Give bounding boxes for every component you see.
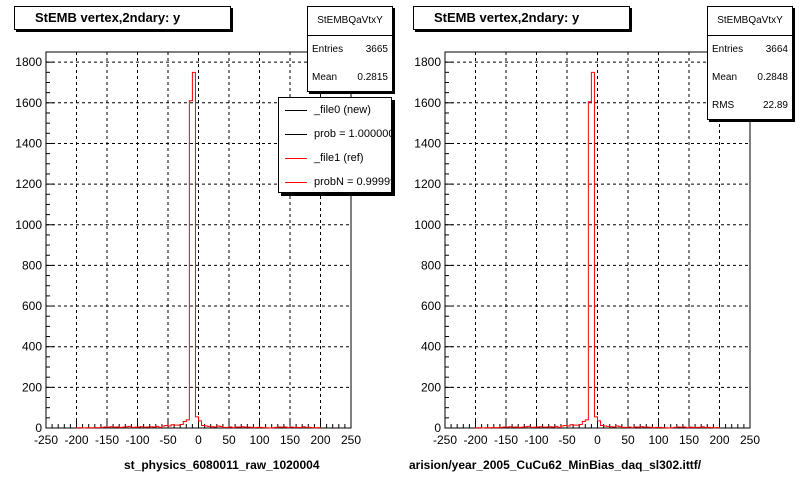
right-stats-entries: Entries 3664 [708,36,792,64]
stats-value: 22.89 [762,100,788,111]
x-tick-label: -100 [524,433,548,447]
right-x-axis-title: arision/year_2005_CuCu62_MinBias_daq_sl3… [409,458,702,472]
x-tick-label: -250 [34,433,58,447]
left-histogram: -250 -200 -150 -100 -50 0 50 100 150 200 250 0 200 40… [15,51,361,447]
stats-label: RMS [712,100,735,111]
legend-entry: prob = 1.000000 [279,122,391,146]
x-tick-label: -250 [433,433,457,447]
x-tick-label: 100 [249,433,269,447]
y-tick-label: 1400 [15,136,42,150]
left-stats-box: StEMBQaVtxY Entries 3665 Mean 0.2815 [307,6,393,92]
y-tick-label: 200 [421,380,441,394]
y-tick-label: 1200 [15,177,42,191]
x-tick-label: 100 [648,433,668,447]
x-tick-label: 150 [679,433,699,447]
legend-label: prob = 1.000000 [314,128,392,140]
stats-value: 3665 [365,44,388,55]
legend-label: _file1 (ref) [314,152,364,164]
y-tick-label: 1600 [414,96,441,110]
legend-line-ref [285,158,307,159]
y-tick-label: 800 [22,258,42,272]
x-tick-label: 200 [709,433,729,447]
right-title: StEMB vertex,2ndary: y [413,6,630,30]
legend-line-probn [285,182,307,183]
x-tick-label: -150 [494,433,518,447]
legend-entry: probN = 0.999995 [279,170,391,192]
x-tick-label: -150 [95,433,119,447]
x-tick-label: 50 [621,433,635,447]
x-tick-label: 200 [310,433,330,447]
x-tick-label: -200 [64,433,88,447]
y-tick-label: 1000 [15,218,42,232]
x-tick-label: -200 [463,433,487,447]
y-tick-label: 600 [421,299,441,313]
left-title: StEMB vertex,2ndary: y [14,6,231,30]
x-tick-label: -50 [558,433,576,447]
histogram-series-line [475,71,720,429]
legend-entry: _file0 (new) [279,98,391,122]
y-tick-label: 0 [35,421,42,435]
x-tick-label: -50 [159,433,177,447]
x-tick-label: 250 [740,433,760,447]
x-tick-label: 0 [594,433,601,447]
y-tick-label: 1800 [414,55,441,69]
y-tick-label: 200 [22,380,42,394]
x-tick-label: 0 [195,433,202,447]
y-tick-label: 1400 [414,136,441,150]
legend-line-prob [285,134,307,135]
y-tick-label: 1200 [414,177,441,191]
right-histogram: -250 -200 -150 -100 -50 0 50 100 150 200 250 0 200 40… [414,51,760,447]
legend-label: probN = 0.999995 [314,176,391,188]
legend-entry: _file1 (ref) [279,146,391,170]
x-tick-label: -100 [125,433,149,447]
y-tick-label: 1600 [15,96,42,110]
left-stats-mean: Mean 0.2815 [308,64,392,92]
stats-label: Mean [312,72,338,83]
right-stats-name: StEMBQaVtxY [708,7,792,36]
right-stats-rms: RMS 22.89 [708,92,792,120]
right-stats-box: StEMBQaVtxY Entries 3664 Mean 0.2848 RMS… [707,6,793,120]
x-tick-label: 250 [341,433,361,447]
x-tick-label: 50 [222,433,236,447]
left-x-axis-title: st_physics_6080011_raw_1020004 [124,458,320,472]
stats-label: Mean [712,72,738,83]
left-stats-name: StEMBQaVtxY [308,7,392,36]
x-tick-label: 150 [280,433,300,447]
stats-value: 0.2815 [357,72,388,83]
legend-line-new [285,110,307,111]
stats-value: 3664 [765,44,788,55]
y-tick-label: 800 [421,258,441,272]
right-stats-mean: Mean 0.2848 [708,64,792,92]
y-tick-label: 1000 [414,218,441,232]
histogram-series-line [76,71,321,429]
stats-label: Entries [312,44,344,55]
y-tick-label: 400 [421,340,441,354]
y-tick-label: 1800 [15,55,42,69]
y-tick-label: 0 [434,421,441,435]
stats-value: 0.2848 [757,72,788,83]
left-legend: _file0 (new) prob = 1.000000 _file1 (ref… [278,97,392,193]
y-tick-label: 400 [22,340,42,354]
left-stats-entries: Entries 3665 [308,36,392,64]
stats-label: Entries [712,44,744,55]
legend-label: _file0 (new) [314,104,371,116]
y-tick-label: 600 [22,299,42,313]
